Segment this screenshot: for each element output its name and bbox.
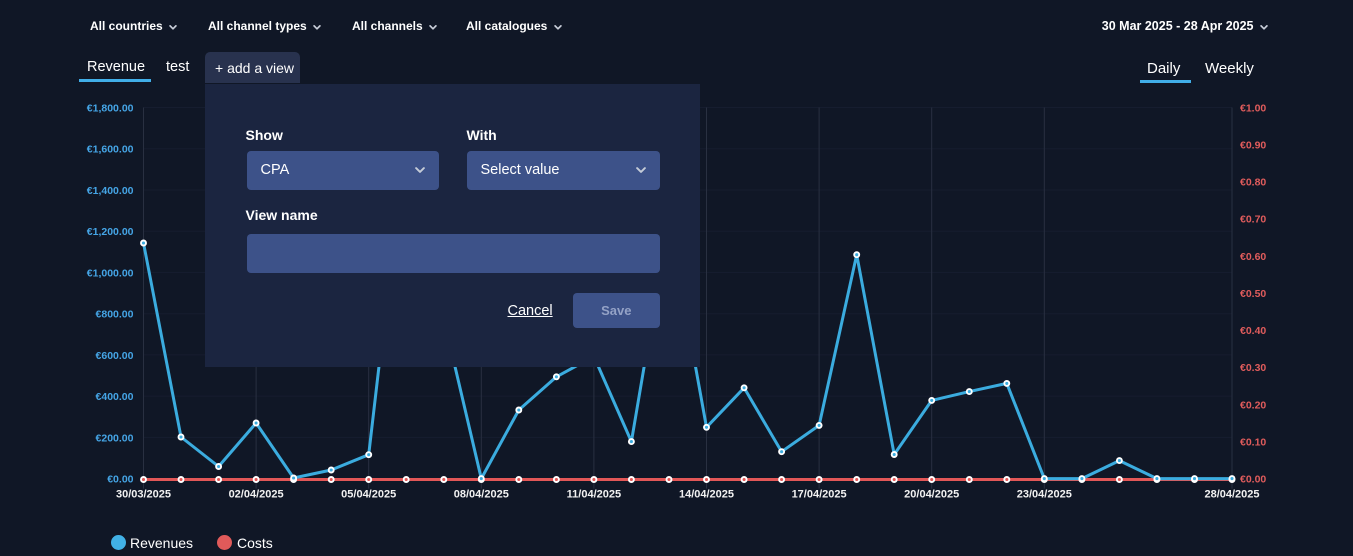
svg-text:€0.00: €0.00 [107,474,133,486]
svg-text:€800.00: €800.00 [96,309,134,321]
svg-text:20/04/2025: 20/04/2025 [904,489,959,501]
svg-text:23/04/2025: 23/04/2025 [1017,489,1072,501]
svg-text:30/03/2025: 30/03/2025 [116,489,171,501]
svg-text:€1,400.00: €1,400.00 [87,185,134,197]
svg-text:€0.10: €0.10 [1240,436,1266,448]
svg-text:€200.00: €200.00 [96,432,134,444]
svg-text:€0.60: €0.60 [1240,251,1266,263]
svg-text:€1.00: €1.00 [1240,102,1266,114]
svg-text:€600.00: €600.00 [96,350,134,362]
svg-text:11/04/2025: 11/04/2025 [567,489,621,501]
svg-text:€1,200.00: €1,200.00 [87,226,134,238]
svg-text:28/04/2025: 28/04/2025 [1204,489,1259,501]
svg-text:€0.80: €0.80 [1240,177,1266,189]
svg-text:08/04/2025: 08/04/2025 [454,489,509,501]
svg-text:02/04/2025: 02/04/2025 [229,489,284,501]
svg-text:€0.30: €0.30 [1240,362,1266,374]
svg-text:€0.20: €0.20 [1240,399,1266,411]
svg-text:17/04/2025: 17/04/2025 [792,489,847,501]
svg-text:€0.50: €0.50 [1240,288,1266,300]
svg-text:€1,800.00: €1,800.00 [87,102,134,114]
svg-text:05/04/2025: 05/04/2025 [341,489,396,501]
svg-text:€0.40: €0.40 [1240,325,1266,337]
svg-text:€1,600.00: €1,600.00 [87,144,134,156]
svg-text:14/04/2025: 14/04/2025 [679,489,734,501]
svg-text:€400.00: €400.00 [96,391,134,403]
svg-text:€1,000.00: €1,000.00 [87,267,134,279]
svg-text:€0.70: €0.70 [1240,214,1266,226]
svg-text:€0.90: €0.90 [1240,140,1266,152]
svg-text:€0.00: €0.00 [1240,474,1266,486]
